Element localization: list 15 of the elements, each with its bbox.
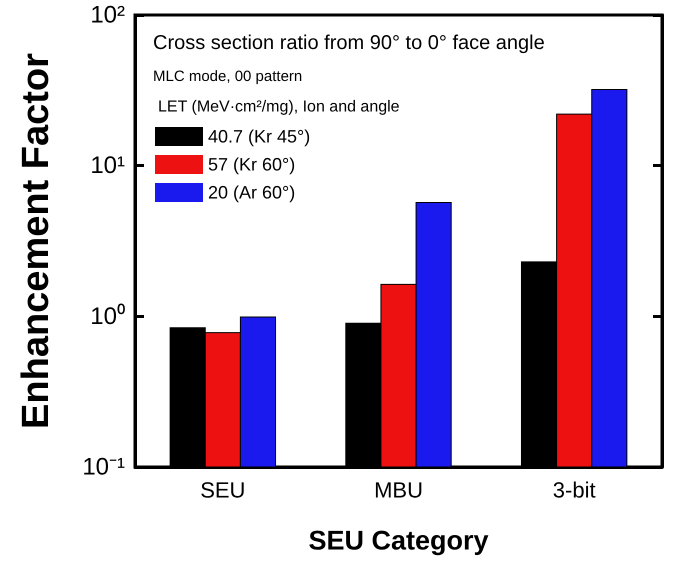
x-tick-label: SEU <box>200 478 246 502</box>
legend-title: LET (MeV·cm²/mg), Ion and angle <box>158 98 400 116</box>
text: MLC mode, 00 pattern <box>153 68 302 85</box>
x-tick-label: MBU <box>374 478 423 502</box>
legend-label: 57 (Kr 60°) <box>208 154 296 174</box>
x-axis-title: SEU Category <box>308 526 489 556</box>
legend-label: 40.7 (Kr 45°) <box>208 126 310 146</box>
y-tick-label: 10² <box>90 2 126 28</box>
y-tick-label: 10⁰ <box>90 302 125 330</box>
text: Cross section ratio from 90° to 0° face angle <box>153 32 545 54</box>
y-tick-label: 10¹ <box>90 152 126 180</box>
x-tick-label: 3-bit <box>552 478 596 502</box>
y-tick-label: 10⁻¹ <box>82 454 126 480</box>
y-axis-title: Enhancement Factor <box>15 52 57 429</box>
legend-label: 20 (Ar 60°) <box>208 182 296 202</box>
